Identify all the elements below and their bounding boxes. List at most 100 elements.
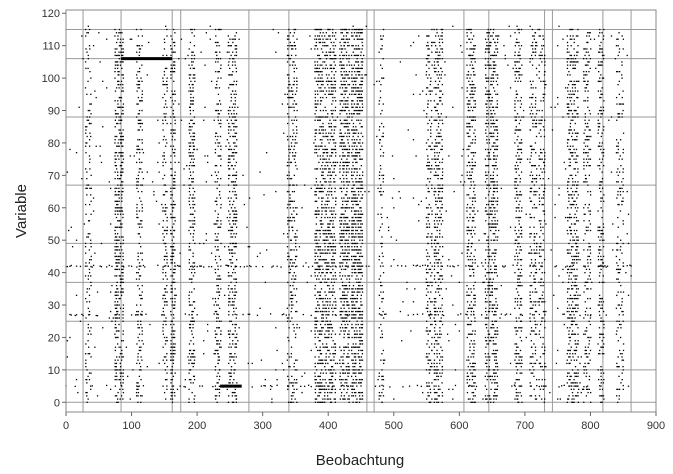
data-point <box>121 385 123 387</box>
data-point <box>343 213 345 215</box>
data-point <box>188 388 190 391</box>
data-point <box>354 71 356 73</box>
data-point <box>235 145 238 147</box>
data-point <box>433 359 436 361</box>
data-point <box>471 200 474 202</box>
data-point <box>352 401 354 403</box>
data-point <box>220 122 222 125</box>
data-point <box>114 135 116 138</box>
data-point <box>347 129 349 131</box>
data-point <box>214 200 216 202</box>
data-point <box>230 181 233 183</box>
data-point <box>230 366 233 368</box>
data-point <box>439 132 441 134</box>
data-point <box>361 194 364 196</box>
data-point <box>319 119 321 121</box>
data-point <box>137 353 139 355</box>
data-point <box>173 333 175 335</box>
data-point <box>331 375 333 378</box>
data-point <box>441 323 444 326</box>
data-point <box>436 48 438 50</box>
data-point <box>324 304 326 306</box>
data-point <box>215 71 217 73</box>
data-point <box>294 382 296 384</box>
data-point <box>358 395 361 397</box>
data-point <box>189 106 192 108</box>
data-point <box>314 35 316 37</box>
data-point <box>115 362 118 365</box>
data-point <box>354 268 357 271</box>
data-point <box>190 93 192 95</box>
data-point <box>341 74 344 76</box>
data-point <box>231 83 234 86</box>
data-point <box>356 129 358 131</box>
data-point <box>288 385 290 387</box>
data-point <box>341 148 344 151</box>
data-point <box>314 268 316 271</box>
data-point <box>434 310 437 313</box>
data-point <box>319 252 321 254</box>
data-point <box>319 32 321 34</box>
data-point <box>469 187 471 190</box>
data-point <box>348 109 350 112</box>
data-point <box>119 177 121 180</box>
data-point <box>429 310 431 313</box>
data-point <box>382 35 384 37</box>
data-point <box>166 220 168 222</box>
data-point <box>315 190 317 193</box>
data-point <box>118 236 121 238</box>
data-point <box>470 87 473 89</box>
data-point <box>436 213 438 215</box>
data-point <box>217 216 219 219</box>
data-point <box>194 74 196 76</box>
data-point <box>141 359 143 361</box>
data-point <box>317 362 319 365</box>
data-point <box>340 132 342 134</box>
data-point <box>227 109 229 112</box>
data-point <box>189 74 192 76</box>
data-point <box>122 320 124 322</box>
data-point <box>354 356 357 358</box>
data-point <box>292 129 294 131</box>
data-point <box>339 87 341 89</box>
data-point <box>358 119 360 121</box>
data-point <box>122 310 124 313</box>
data-point <box>439 236 441 238</box>
data-point <box>470 177 472 180</box>
data-point <box>325 58 328 60</box>
data-point <box>339 132 341 134</box>
data-point <box>314 401 317 403</box>
data-point <box>346 288 349 290</box>
data-point <box>317 249 319 251</box>
data-point <box>324 336 326 339</box>
data-point <box>428 54 430 57</box>
data-point <box>322 252 324 254</box>
data-point <box>357 284 360 287</box>
data-point <box>474 343 476 345</box>
data-point <box>291 64 294 66</box>
data-point <box>231 122 233 125</box>
data-point <box>218 359 221 361</box>
data-point <box>428 382 430 384</box>
data-point <box>170 356 172 358</box>
data-point <box>360 96 362 99</box>
data-point <box>353 333 356 335</box>
data-point <box>378 307 381 309</box>
data-point <box>90 255 92 258</box>
data-point <box>166 54 168 57</box>
data-point <box>360 119 362 121</box>
data-point <box>473 297 475 300</box>
data-point <box>361 148 364 151</box>
data-point <box>217 249 219 251</box>
data-point <box>427 291 429 293</box>
data-point <box>380 213 382 215</box>
data-point <box>361 323 364 326</box>
data-point <box>347 239 349 241</box>
data-point <box>466 132 468 134</box>
data-point <box>466 226 468 228</box>
data-point <box>346 28 348 31</box>
data-point <box>315 152 318 154</box>
data-point <box>355 200 357 202</box>
data-point <box>122 388 124 391</box>
data-point <box>381 330 383 332</box>
